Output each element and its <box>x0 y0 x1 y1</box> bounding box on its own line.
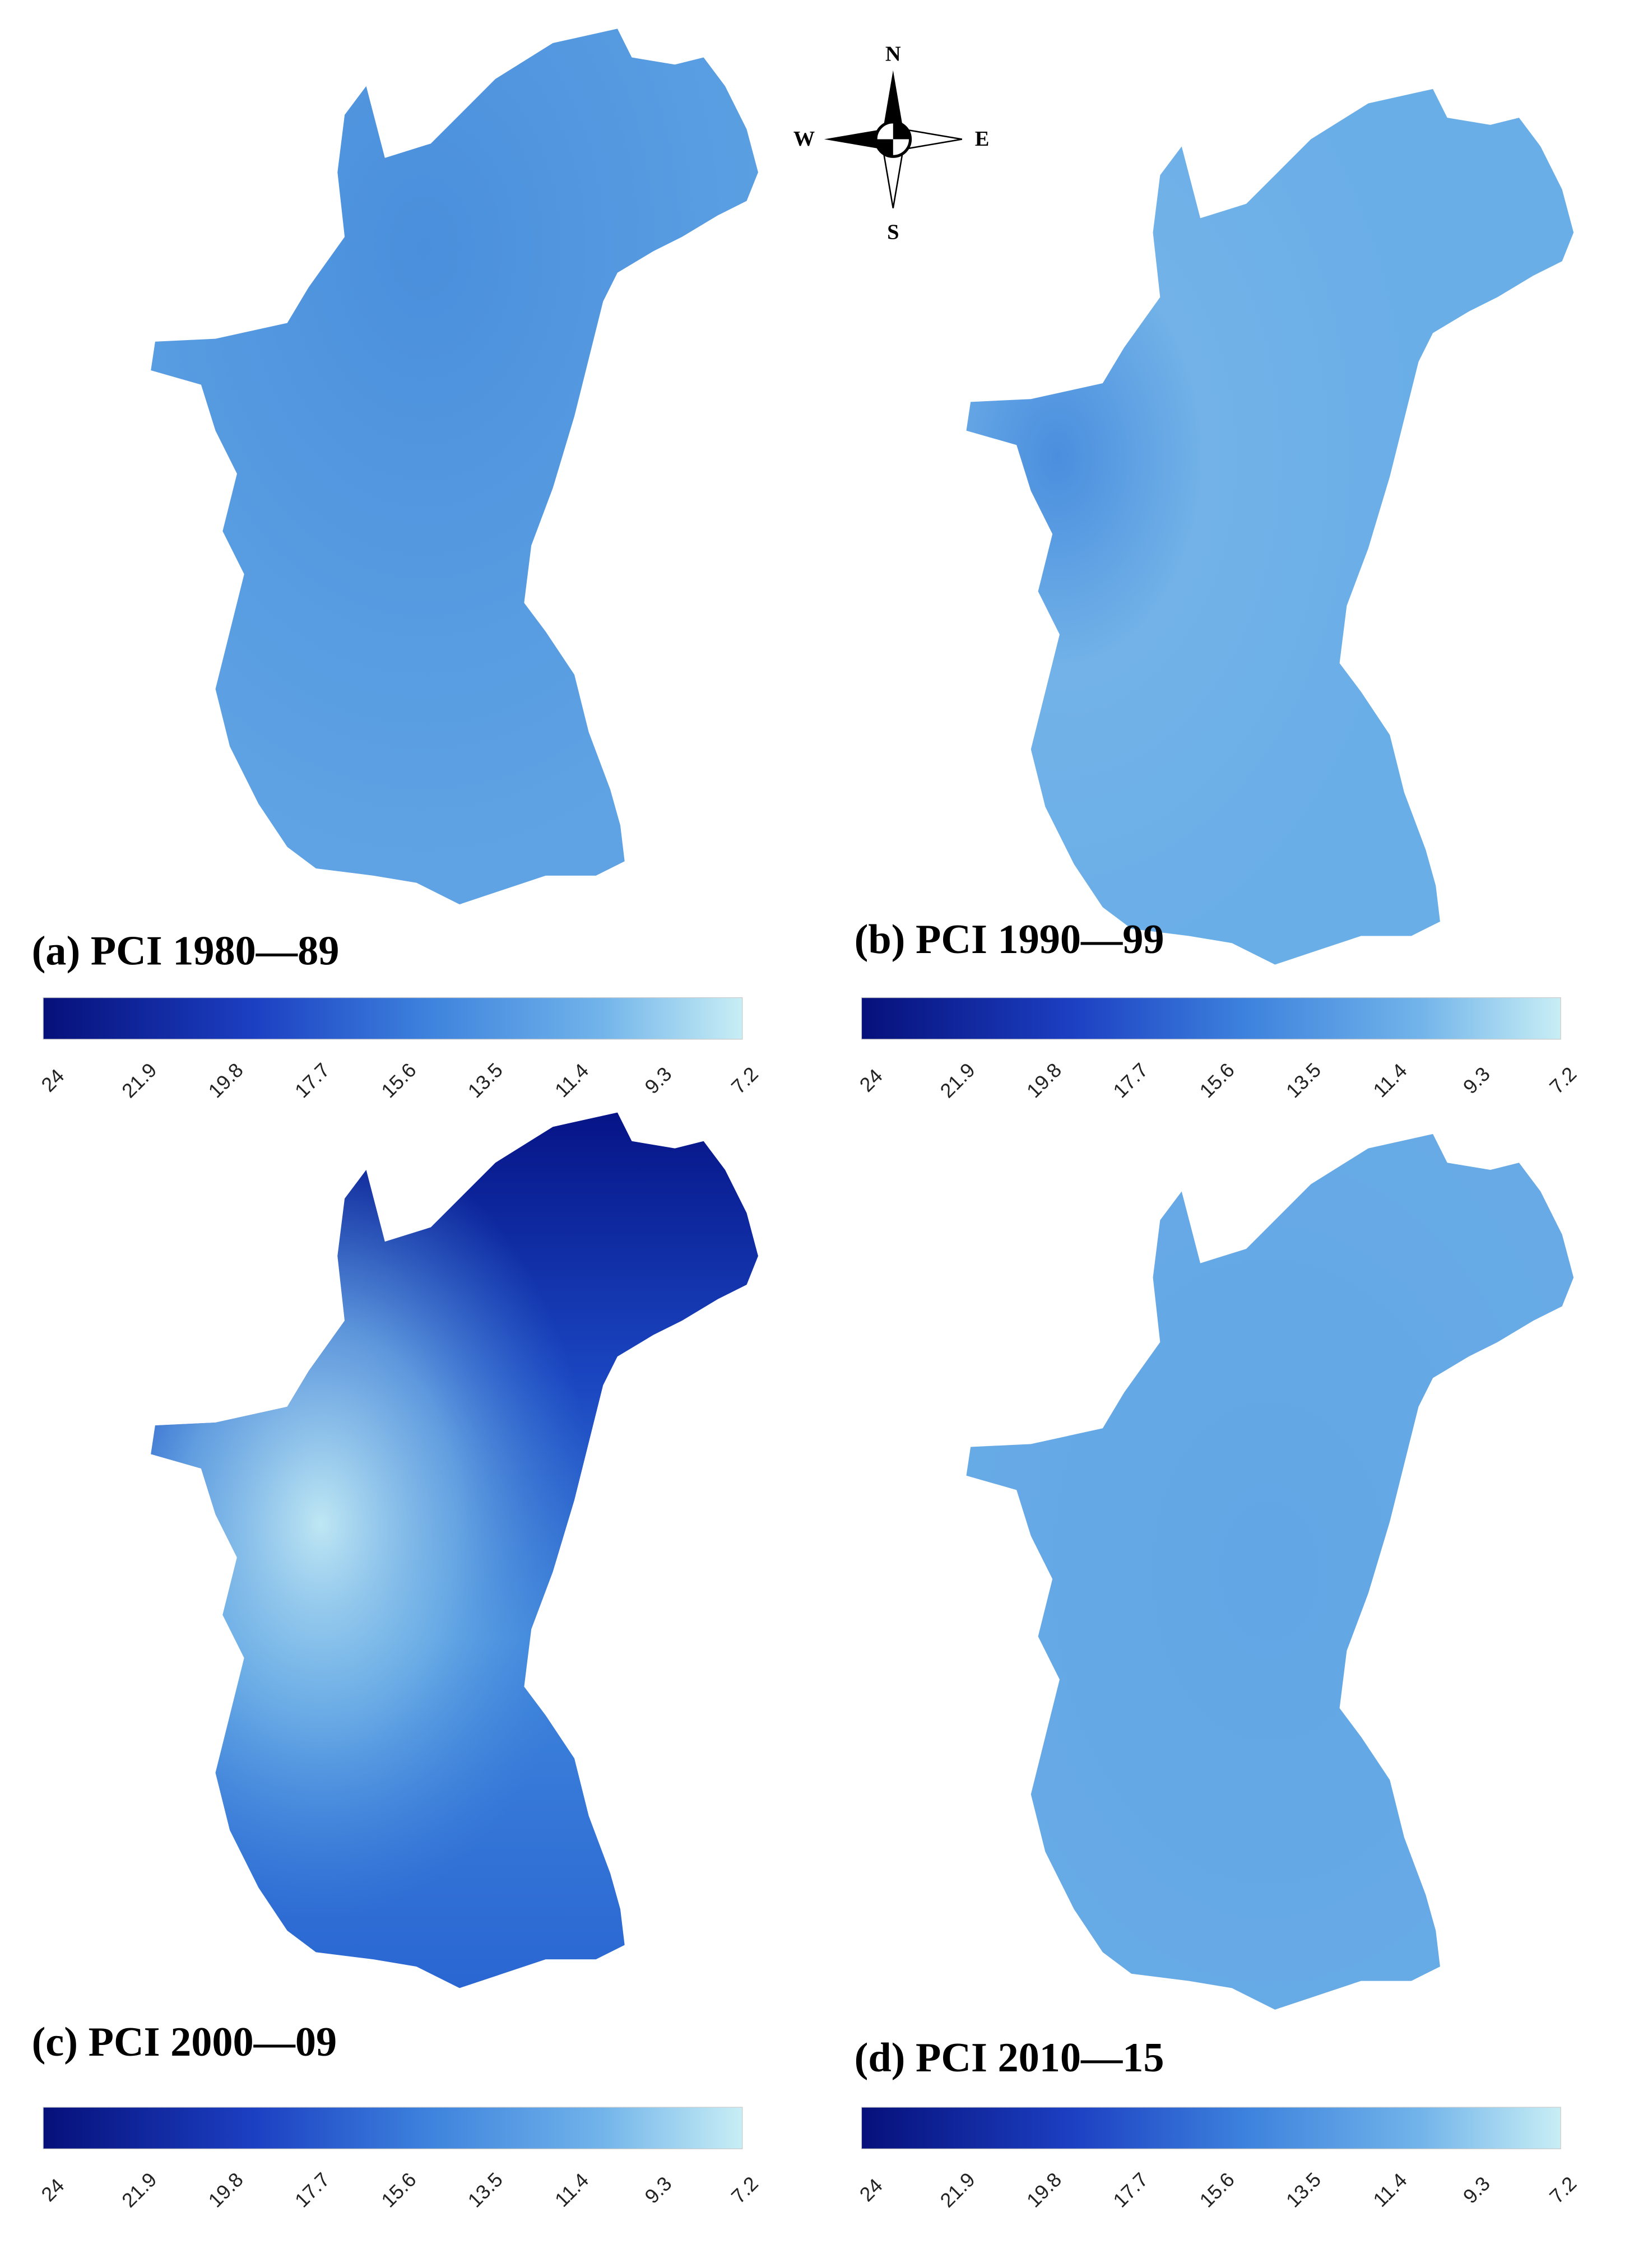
colorbar-tick-label: 11.4 <box>1369 1059 1412 1102</box>
colorbar-tick-label: 17.7 <box>1109 2168 1153 2212</box>
colorbar-tick-label: 15.6 <box>1195 1059 1239 1103</box>
colorbar-tick-label: 24 <box>37 1065 68 1096</box>
colorbar-tick-label: 9.3 <box>640 2172 676 2208</box>
compass-label: E <box>975 127 990 151</box>
colorbar-tick-label: 21.9 <box>936 1059 980 1103</box>
colorbar-tick-label: 21.9 <box>118 1059 161 1103</box>
compass-label: S <box>887 220 899 244</box>
colorbar-tick-label: 13.5 <box>463 1059 507 1103</box>
colorbar-tick-label: 7.2 <box>727 2172 763 2208</box>
colorbar <box>861 2107 1561 2149</box>
compass-label: N <box>885 43 901 66</box>
colorbar <box>43 997 743 1040</box>
colorbar <box>43 2107 743 2149</box>
panel-title: (c) PCI 2000—09 <box>32 2019 337 2065</box>
colorbar-tick-label: 21.9 <box>118 2168 161 2212</box>
colorbar-tick-label: 13.5 <box>1282 2168 1326 2212</box>
map-region <box>966 1134 1574 2010</box>
panel-title: (a) PCI 1980—89 <box>32 928 340 974</box>
colorbar-tick-label: 17.7 <box>290 2168 334 2212</box>
colorbar-tick-label: 19.8 <box>204 1059 248 1103</box>
colorbar-tick-label: 7.2 <box>1545 2172 1581 2208</box>
colorbar-tick-label: 15.6 <box>377 2168 421 2212</box>
map-region <box>966 89 1574 965</box>
colorbar-tick-label: 17.7 <box>1109 1059 1153 1103</box>
colorbar-tick-label: 24 <box>855 2174 886 2206</box>
colorbar-tick-label: 19.8 <box>1022 2168 1066 2212</box>
colorbar-tick-label: 15.6 <box>377 1059 421 1103</box>
colorbar-tick-label: 11.4 <box>1369 2169 1412 2211</box>
colorbar-tick-label: 11.4 <box>550 1059 593 1102</box>
colorbar-tick-label: 21.9 <box>936 2168 980 2212</box>
colorbar-tick-label: 24 <box>855 1065 886 1096</box>
colorbar-tick-label: 11.4 <box>550 2169 593 2211</box>
compass-label: W <box>793 127 815 151</box>
colorbar-tick-label: 24 <box>37 2174 68 2206</box>
panel-title: (b) PCI 1990—99 <box>855 917 1164 963</box>
colorbar-tick-label: 17.7 <box>290 1059 334 1103</box>
colorbar-tick-label: 7.2 <box>1545 1063 1581 1099</box>
compass: N S E W <box>793 43 990 244</box>
colorbar-tick-label: 19.8 <box>1022 1059 1066 1103</box>
map-region <box>151 29 758 905</box>
colorbar-tick-label: 19.8 <box>204 2168 248 2212</box>
colorbar-tick-label: 7.2 <box>727 1063 763 1099</box>
map-region <box>151 1112 758 1988</box>
panel-title: (d) PCI 2010—15 <box>855 2035 1164 2081</box>
colorbar-tick-label: 13.5 <box>1282 1059 1326 1103</box>
colorbar-tick-label: 15.6 <box>1195 2168 1239 2212</box>
colorbar-tick-label: 9.3 <box>640 1063 676 1099</box>
colorbar <box>861 997 1561 1040</box>
colorbar-tick-label: 9.3 <box>1459 2172 1494 2208</box>
colorbar-tick-label: 13.5 <box>463 2168 507 2212</box>
colorbar-tick-label: 9.3 <box>1459 1063 1494 1099</box>
